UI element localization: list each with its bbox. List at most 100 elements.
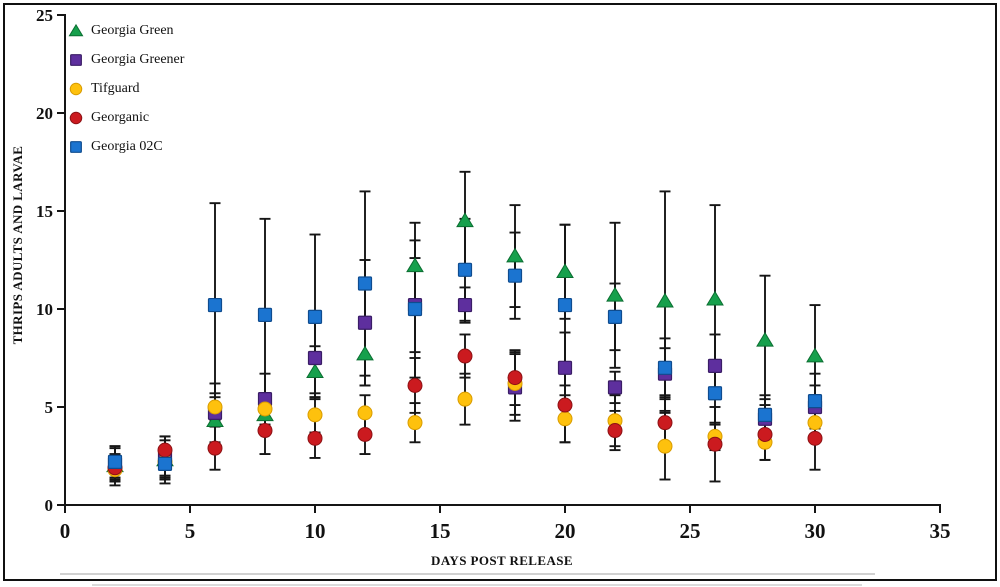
marker-square	[557, 360, 573, 375]
y-tick-label: 10	[36, 300, 53, 319]
marker-triangle	[656, 292, 674, 308]
y-tick-label: 5	[45, 398, 54, 417]
marker-triangle	[756, 331, 774, 347]
x-tick-label: 20	[555, 519, 576, 543]
marker-circle	[207, 440, 223, 456]
marker-circle	[607, 423, 623, 439]
marker-triangle	[456, 212, 474, 228]
marker-square	[70, 140, 82, 153]
marker-triangle	[406, 257, 424, 273]
marker-circle	[257, 401, 273, 417]
marker-square	[657, 360, 673, 375]
marker-square	[207, 297, 223, 313]
marker-square	[157, 456, 173, 471]
marker-triangle	[806, 347, 824, 363]
data-points	[106, 212, 824, 478]
cropped-table-edge-inner	[60, 573, 875, 575]
marker-square	[307, 350, 323, 366]
legend-item-georgia-green: Georgia Green	[68, 16, 184, 45]
x-tick-label: 25	[680, 519, 701, 543]
marker-circle	[557, 411, 573, 427]
marker-circle	[307, 430, 323, 446]
circle-legend-icon	[69, 111, 83, 124]
marker-circle	[657, 438, 673, 454]
legend: Georgia Green Georgia Greener Tifguard Geor…	[68, 16, 184, 161]
legend-item-georgia-02c: Georgia 02C	[68, 132, 184, 161]
legend-label: Georganic	[91, 109, 150, 125]
marker-circle	[457, 391, 473, 407]
marker-circle	[69, 82, 83, 95]
marker-square	[707, 386, 723, 401]
marker-square	[457, 297, 473, 313]
legend-label: Georgia Green	[91, 22, 174, 38]
x-tick-label: 30	[805, 519, 826, 543]
marker-circle	[357, 405, 373, 421]
legend-item-georganic: Georganic	[68, 103, 184, 132]
marker-triangle	[706, 290, 724, 306]
legend-label: Georgia Greener	[91, 51, 185, 67]
marker-square	[607, 309, 623, 324]
marker-triangle	[606, 286, 624, 302]
marker-circle	[157, 442, 173, 458]
marker-triangle	[506, 247, 524, 263]
marker-square	[707, 358, 723, 373]
marker-circle	[407, 415, 423, 431]
square-legend-icon	[70, 140, 82, 153]
marker-square	[407, 301, 423, 317]
x-axis-title: DAYS POST RELEASE	[431, 553, 573, 568]
marker-square	[557, 297, 573, 313]
legend-label: Georgia 02C	[91, 138, 163, 154]
y-tick-label: 20	[36, 104, 53, 123]
marker-circle	[707, 436, 723, 452]
x-tick-label: 35	[930, 519, 951, 543]
series-georgia-02c	[107, 262, 823, 471]
series-georganic	[107, 348, 823, 476]
marker-square	[757, 407, 773, 422]
marker-circle	[657, 415, 673, 431]
marker-circle	[357, 426, 373, 442]
square-legend-icon	[70, 53, 82, 66]
marker-circle	[557, 397, 573, 413]
y-tick-label: 15	[36, 202, 53, 221]
y-axis-title: THRIPS ADULTS AND LARVAE	[10, 145, 25, 345]
marker-square	[457, 262, 473, 277]
marker-circle	[257, 423, 273, 439]
y-tick-label: 0	[45, 496, 54, 515]
marker-circle	[407, 377, 423, 393]
marker-circle	[69, 111, 83, 124]
marker-square	[807, 394, 823, 409]
marker-circle	[207, 399, 223, 415]
marker-square	[257, 307, 273, 322]
marker-triangle	[306, 363, 324, 379]
marker-square	[357, 315, 373, 330]
marker-circle	[807, 430, 823, 446]
x-tick-label: 5	[185, 519, 196, 543]
legend-item-georgia-greener: Georgia Greener	[68, 45, 184, 74]
axes: 0 5 10 15 20 25 0 5 10 15 20 25 30 35	[36, 6, 951, 543]
x-tick-label: 0	[60, 519, 71, 543]
marker-triangle	[356, 345, 374, 361]
marker-circle	[507, 370, 523, 386]
marker-square	[357, 276, 373, 291]
triangle-legend-icon	[68, 23, 84, 36]
marker-triangle	[68, 23, 84, 36]
marker-circle	[757, 426, 773, 442]
legend-item-tifguard: Tifguard	[68, 74, 184, 103]
marker-square	[70, 53, 82, 66]
marker-square	[307, 309, 323, 324]
y-tick-label: 25	[36, 6, 53, 25]
x-tick-label: 15	[430, 519, 451, 543]
marker-circle	[807, 415, 823, 431]
marker-square	[607, 380, 623, 395]
circle-legend-icon	[69, 82, 83, 95]
marker-circle	[307, 407, 323, 423]
legend-label: Tifguard	[91, 80, 140, 96]
cropped-table-edge-outer	[92, 584, 862, 586]
marker-square	[507, 268, 523, 283]
marker-triangle	[556, 263, 574, 279]
marker-circle	[457, 348, 473, 364]
x-tick-label: 10	[305, 519, 326, 543]
marker-square	[107, 454, 123, 469]
